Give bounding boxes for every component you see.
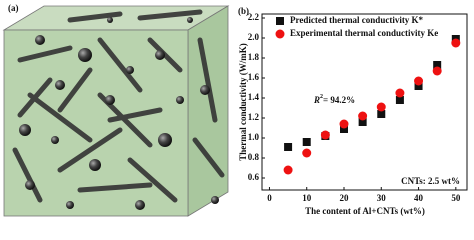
panel-label: (a) [8,3,19,13]
legend-label: Predicted thermal conductivity K* [290,15,424,25]
annotation: CNTs: 2.5 wt% [401,176,460,186]
cube-illustration: (a) [2,3,230,217]
data-point [414,76,424,86]
annotation-text: = 94.2% [323,95,355,105]
annotation: R2= 94.2% [313,94,355,105]
y-tick-label: 1.0 [248,132,260,142]
y-axis-label: Thermal conductivity (W/mK) [238,43,248,161]
y-tick-label: 1.6 [248,72,260,82]
y-tick-label: 2.2 [248,12,260,22]
y-tick-label: 1.8 [248,52,260,62]
legend-label: Experimental thermal conductivity Ke [290,28,438,38]
panel-label: (b) [238,6,249,16]
figure: (a) (b) Thermal conductivity (W/mK) The … [2,3,468,217]
annotation-superscript: 2 [320,94,323,100]
data-point [377,110,386,118]
data-point [432,66,442,76]
data-point [433,61,442,69]
data-point [283,165,293,175]
y-tick-label: 1.4 [248,92,260,102]
data-point [284,143,293,151]
data-point [339,119,349,129]
x-tick-label: 0 [267,193,272,203]
data-point [302,148,312,158]
y-tick-label: 2.0 [248,32,260,42]
data-point [358,111,368,121]
x-tick-label: 50 [451,193,461,203]
x-axis-label: The content of Al+CNTs (wt%) [305,206,425,216]
data-point [340,125,348,133]
y-tick-label: 1.2 [248,112,260,122]
data-point [302,138,311,146]
annotation-symbol: R [313,95,320,105]
data-point [414,82,423,90]
data-point [395,88,405,98]
data-point [376,102,386,112]
x-tick-label: 10 [302,193,312,203]
legend-marker [276,17,284,25]
data-point [358,118,367,126]
data-point [320,130,330,140]
data-point [451,38,461,48]
data-point [395,96,404,104]
x-tick-label: 40 [414,193,424,203]
page: (a) (b) Thermal conductivity (W/mK) The … [2,3,468,217]
x-tick-label: 20 [340,193,350,203]
legend-marker [275,29,285,39]
x-tick-label: 30 [377,193,387,203]
y-tick-label: 0.8 [248,152,260,162]
y-tick-label: 0.6 [248,172,260,182]
plot-frame [261,13,468,191]
